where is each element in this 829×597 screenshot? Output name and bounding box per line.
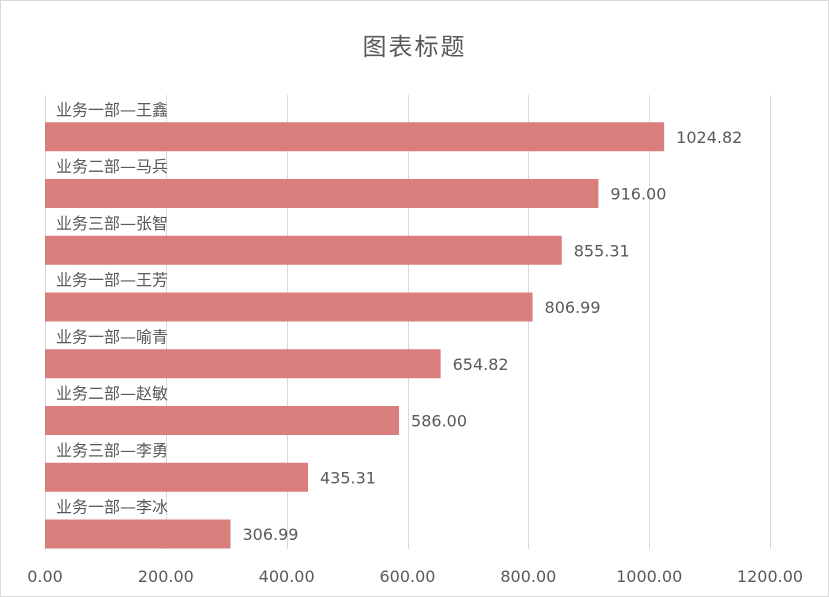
category-label-1: 业务二部—马兵 (56, 157, 168, 176)
data-label-3: 806.99 (545, 298, 601, 317)
bar-0 (45, 122, 665, 152)
bar-7 (45, 519, 231, 549)
bar-2 (45, 235, 562, 265)
x-tick-label-5: 1000.00 (616, 567, 682, 586)
bar-5 (45, 406, 400, 435)
category-label-5: 业务二部—赵敏 (56, 384, 168, 403)
bar-1 (45, 179, 599, 208)
chart-title: 图表标题 (362, 33, 467, 61)
category-label-6: 业务三部—李勇 (56, 441, 168, 460)
data-label-1: 916.00 (610, 185, 666, 204)
bar-3 (45, 292, 533, 322)
data-label-5: 586.00 (411, 412, 467, 431)
category-label-3: 业务一部—王芳 (56, 271, 168, 290)
x-tick-label-0: 0.00 (27, 567, 63, 586)
data-label-6: 435.31 (320, 468, 376, 487)
category-label-4: 业务一部—喻青 (56, 327, 168, 346)
category-label-2: 业务三部—张智 (56, 214, 168, 233)
category-label-0: 业务一部—王鑫 (56, 100, 168, 119)
category-label-7: 业务一部—李冰 (56, 498, 168, 517)
x-tick-label-4: 800.00 (500, 567, 556, 586)
x-tick-label-6: 1200.00 (737, 567, 803, 586)
data-label-7: 306.99 (242, 525, 298, 544)
data-label-2: 855.31 (574, 241, 630, 260)
bar-6 (45, 462, 308, 492)
x-tick-label-3: 600.00 (380, 567, 436, 586)
x-tick-label-2: 400.00 (259, 567, 315, 586)
x-tick-label-1: 200.00 (138, 567, 194, 586)
data-label-0: 1024.82 (676, 128, 742, 147)
data-label-4: 654.82 (453, 355, 509, 374)
bar-4 (45, 349, 441, 379)
